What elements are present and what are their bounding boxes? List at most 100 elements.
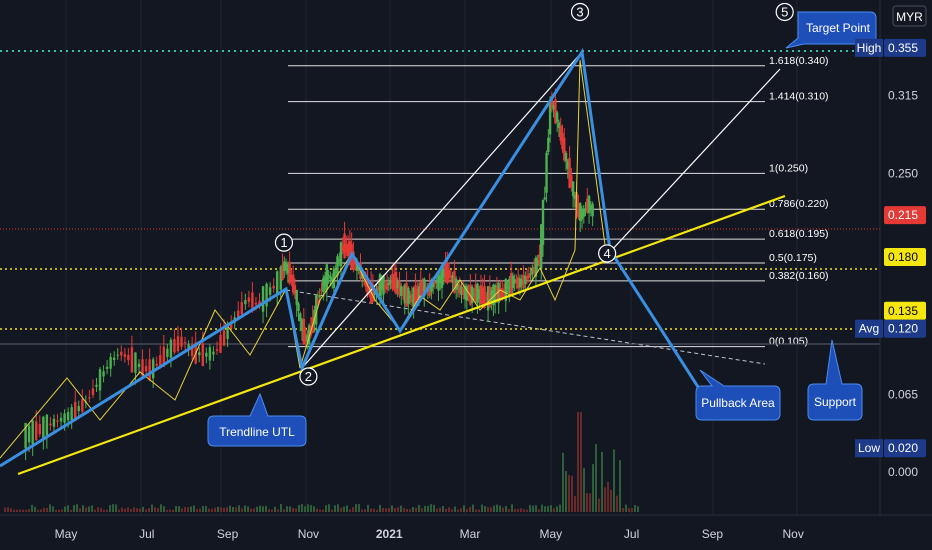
candle-body: [307, 325, 311, 345]
candle-body: [458, 284, 461, 294]
volume-bar: [610, 489, 612, 512]
y-tick-label: 0.250: [888, 166, 918, 180]
candle-body: [325, 264, 329, 290]
volume-bar: [331, 509, 333, 512]
candle-body: [24, 422, 27, 449]
volume-bar: [154, 507, 156, 512]
candle-body: [566, 161, 570, 169]
candle-body: [180, 336, 183, 347]
volume-bar: [454, 506, 456, 512]
volume-bar: [79, 508, 81, 512]
candle-body: [396, 280, 399, 289]
candle-body: [391, 273, 394, 289]
volume-bar: [193, 505, 195, 512]
volume-bar: [604, 487, 606, 512]
candle-body: [343, 233, 346, 259]
candle-body: [423, 278, 426, 297]
x-tick-label: May: [539, 527, 562, 541]
wave-labels: 1 2 3 4 5: [274, 2, 794, 386]
candle-body: [444, 262, 447, 282]
candle-body: [176, 336, 180, 352]
candle-body: [543, 197, 546, 200]
volume-bar: [133, 507, 135, 512]
volume-bar: [487, 507, 489, 512]
volume-bar: [403, 508, 405, 512]
volume-bar: [553, 508, 555, 512]
candle-body: [433, 282, 437, 284]
volume-bar: [607, 481, 609, 512]
candle-body: [205, 352, 208, 357]
volume-bar: [349, 509, 351, 512]
volume-bar: [442, 505, 444, 512]
volume-bar: [457, 509, 459, 512]
volume-bar: [28, 509, 30, 512]
candle-body: [515, 280, 518, 284]
volume-bar: [196, 509, 198, 512]
callout-target-text: Target Point: [806, 21, 871, 35]
volume-bar: [391, 505, 393, 512]
candle-body: [419, 281, 422, 299]
candle-body: [554, 99, 557, 124]
callout-target[interactable]: Target Point: [785, 11, 877, 49]
callout-support[interactable]: Support: [807, 339, 863, 421]
candle-body: [91, 388, 95, 396]
candle-body: [265, 283, 268, 307]
price-tag-prefix: Avg: [859, 322, 879, 336]
candle-body: [568, 157, 571, 188]
volume-bar: [517, 508, 519, 512]
volume-bar: [97, 507, 99, 512]
candle-body: [272, 285, 275, 289]
candle-body: [201, 343, 204, 366]
trendline-utl: [17, 194, 786, 476]
price-tag-value: 0.355: [888, 41, 918, 55]
price-tags: High 0.355 0.215 0.180 0.135 Avg 0.120 Low 0.020: [855, 38, 926, 458]
volume-bar: [10, 508, 12, 512]
callout-trendline[interactable]: Trendline UTL: [207, 392, 307, 447]
volume-bar: [475, 509, 477, 512]
candle-body: [31, 420, 34, 445]
candle-body: [492, 284, 495, 306]
volume-bar: [112, 504, 114, 512]
candle-body: [288, 261, 291, 284]
candle-body: [120, 351, 123, 356]
candle-body: [318, 294, 321, 298]
volume-bar: [460, 508, 462, 512]
volume-bar: [175, 505, 177, 512]
volume-bar: [586, 492, 588, 512]
volume-bar: [301, 504, 303, 512]
candle-body: [462, 288, 465, 295]
volume-bar: [136, 508, 138, 512]
candle-body: [410, 294, 414, 303]
volume-bar: [124, 508, 126, 512]
callout-pullback[interactable]: Pullback Area: [695, 369, 781, 421]
candle-body: [437, 272, 440, 291]
candle-body: [329, 276, 332, 280]
volume-bar: [178, 506, 180, 512]
volume-bar: [223, 507, 225, 512]
candle-body: [467, 291, 470, 297]
volume-bar: [376, 509, 378, 512]
candle-body: [439, 275, 442, 284]
candle-body: [488, 286, 492, 308]
candle-body: [27, 425, 31, 443]
candle-body: [591, 203, 594, 217]
candle-body: [148, 359, 151, 381]
candle-body: [506, 287, 509, 289]
candle-body: [291, 274, 295, 293]
candle-body: [384, 285, 387, 287]
currency-button[interactable]: MYR: [892, 5, 927, 27]
candle-body: [240, 302, 243, 315]
volume-bar: [472, 504, 474, 512]
candle-body: [474, 284, 477, 303]
volume-bar: [166, 509, 168, 512]
volume-bar: [634, 505, 636, 512]
candlesticks: [24, 88, 594, 461]
volume-bar: [67, 505, 69, 512]
candle-body: [529, 273, 532, 275]
fib-label: 1.618(0.340): [769, 55, 829, 67]
volume-bar: [232, 506, 234, 512]
volume-bar: [601, 451, 603, 512]
x-tick-label: Jul: [624, 527, 639, 541]
